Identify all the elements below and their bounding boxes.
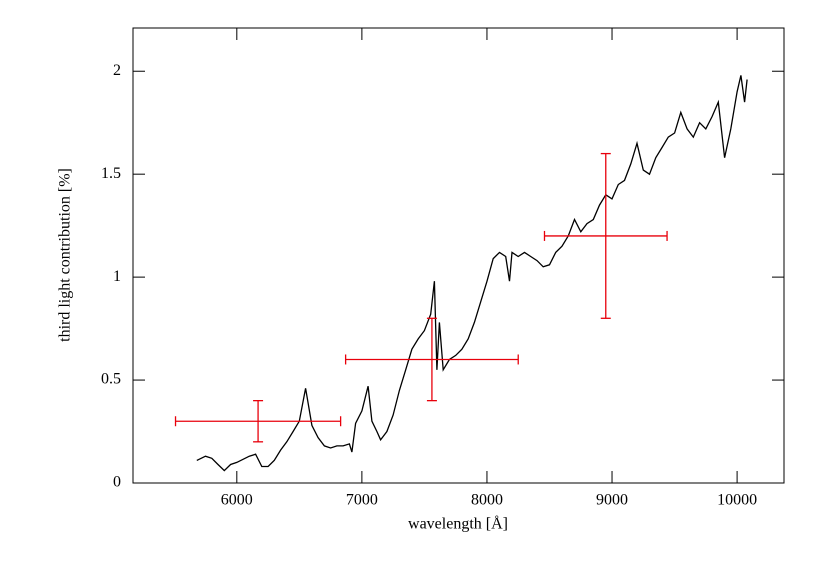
y-axis-label: third light contribution [%] [57, 168, 74, 342]
y-tick-label: 1 [113, 268, 121, 285]
plot-frame [132, 27, 785, 484]
x-tick-label: 9000 [596, 492, 628, 509]
y-tick-label: 0 [113, 474, 121, 491]
x-tick-label: 8000 [471, 492, 503, 509]
y-tick-label: 0.5 [101, 371, 121, 388]
x-tick-label: 7000 [346, 492, 378, 509]
x-tick-label: 6000 [221, 492, 253, 509]
y-tick-label: 2 [113, 62, 121, 79]
x-axis-label: wavelength [Å] [408, 515, 508, 533]
y-tick-label: 1.5 [101, 165, 121, 182]
x-tick-label: 10000 [717, 492, 757, 509]
spectrum-line [196, 75, 748, 472]
